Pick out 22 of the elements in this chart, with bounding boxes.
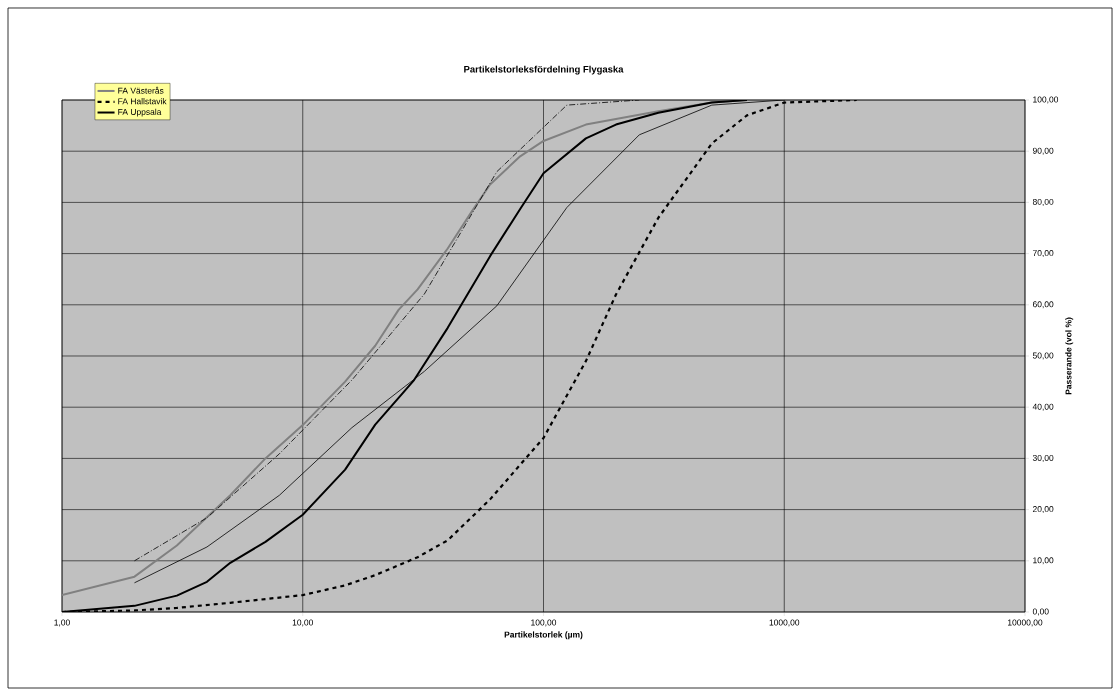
legend-label: FA Hallstavik xyxy=(118,98,167,105)
x-tick-label: 10,00 xyxy=(292,619,314,627)
y-tick-label: 70,00 xyxy=(1032,250,1054,258)
y-tick-label: 30,00 xyxy=(1032,454,1054,462)
legend-label: FA Uppsala xyxy=(118,108,162,117)
y-tick-label: 10,00 xyxy=(1033,557,1054,565)
x-tick-label: 1,00 xyxy=(54,619,70,627)
y-tick-label: 20,00 xyxy=(1032,506,1054,514)
y-tick-label: 90,00 xyxy=(1032,147,1054,155)
y-tick-label: 0,00 xyxy=(1032,608,1049,616)
x-tick-label: 100,00 xyxy=(531,619,557,627)
x-axis-title: Partikelstorlek (µm) xyxy=(504,631,583,640)
y-axis-title: Passerande (vol %) xyxy=(1065,317,1074,395)
x-tick-label: 1000,00 xyxy=(769,619,800,627)
y-tick-label: 100,00 xyxy=(1033,96,1059,104)
y-tick-label: 50,00 xyxy=(1032,352,1054,360)
y-tick-label: 60,00 xyxy=(1032,301,1054,309)
chart-title: Partikelstorleksfördelning Flygaska xyxy=(464,65,624,75)
y-tick-label: 80,00 xyxy=(1032,198,1054,206)
y-tick-label: 40,00 xyxy=(1032,403,1054,411)
legend-label: FA Västerås xyxy=(118,86,164,94)
x-tick-label: 10000,00 xyxy=(1007,619,1043,627)
